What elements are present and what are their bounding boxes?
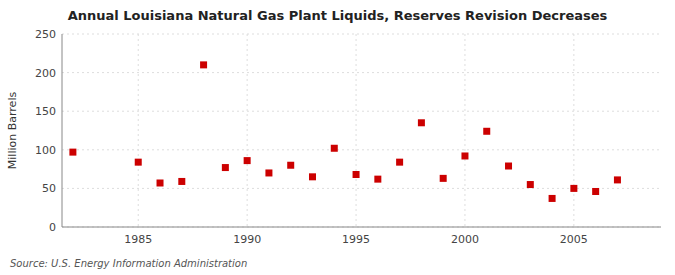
point — [483, 128, 490, 135]
y-tick-label: 150 — [35, 105, 56, 118]
point — [69, 149, 76, 156]
x-grid-line — [138, 34, 139, 227]
y-axis-label: Million Barrels — [6, 92, 19, 170]
y-tick-label: 50 — [42, 182, 56, 195]
y-tick-label: 0 — [49, 221, 56, 234]
x-grid-line — [573, 34, 574, 227]
y-tick-label: 100 — [35, 144, 56, 157]
chart: 0 50 100 150 200 250 1985 1990 1995 2000 2005 Annua… — [0, 0, 675, 275]
grid — [62, 34, 661, 227]
y-tick-label: 250 — [35, 28, 56, 41]
source-note: Source: U.S. Energy Information Administ… — [10, 258, 247, 269]
x-tick-label: 2000 — [451, 233, 479, 246]
x-axis-line — [62, 227, 661, 228]
point — [527, 181, 534, 188]
x-tick-label: 1990 — [233, 233, 261, 246]
y-grid-line — [62, 111, 661, 112]
point — [549, 195, 556, 202]
point — [396, 159, 403, 166]
point — [244, 157, 251, 164]
point — [309, 173, 316, 180]
x-tick-label: 1995 — [342, 233, 370, 246]
point — [287, 162, 294, 169]
point — [157, 179, 164, 186]
point — [265, 169, 272, 176]
x-grid-line — [247, 34, 248, 227]
x-tick-label: 2005 — [560, 233, 588, 246]
point — [200, 61, 207, 68]
y-grid-line — [62, 149, 661, 150]
point — [178, 178, 185, 185]
point — [222, 164, 229, 171]
point — [505, 163, 512, 170]
point — [614, 176, 621, 183]
y-tick-label: 200 — [35, 67, 56, 80]
y-axis-line — [62, 34, 63, 227]
point — [440, 175, 447, 182]
point — [374, 176, 381, 183]
y-grid-line — [62, 72, 661, 73]
title: Annual Louisiana Natural Gas Plant Liqui… — [68, 8, 608, 23]
point — [592, 188, 599, 195]
point — [331, 145, 338, 152]
points — [69, 61, 621, 202]
point — [461, 152, 468, 159]
y-grid-line — [62, 227, 661, 228]
x-grid-line — [356, 34, 357, 227]
point — [353, 171, 360, 178]
point — [570, 185, 577, 192]
point — [418, 119, 425, 126]
x-grid-line — [464, 34, 465, 227]
x-tick-label: 1985 — [124, 233, 152, 246]
y-grid-line — [62, 34, 661, 35]
point — [135, 159, 142, 166]
